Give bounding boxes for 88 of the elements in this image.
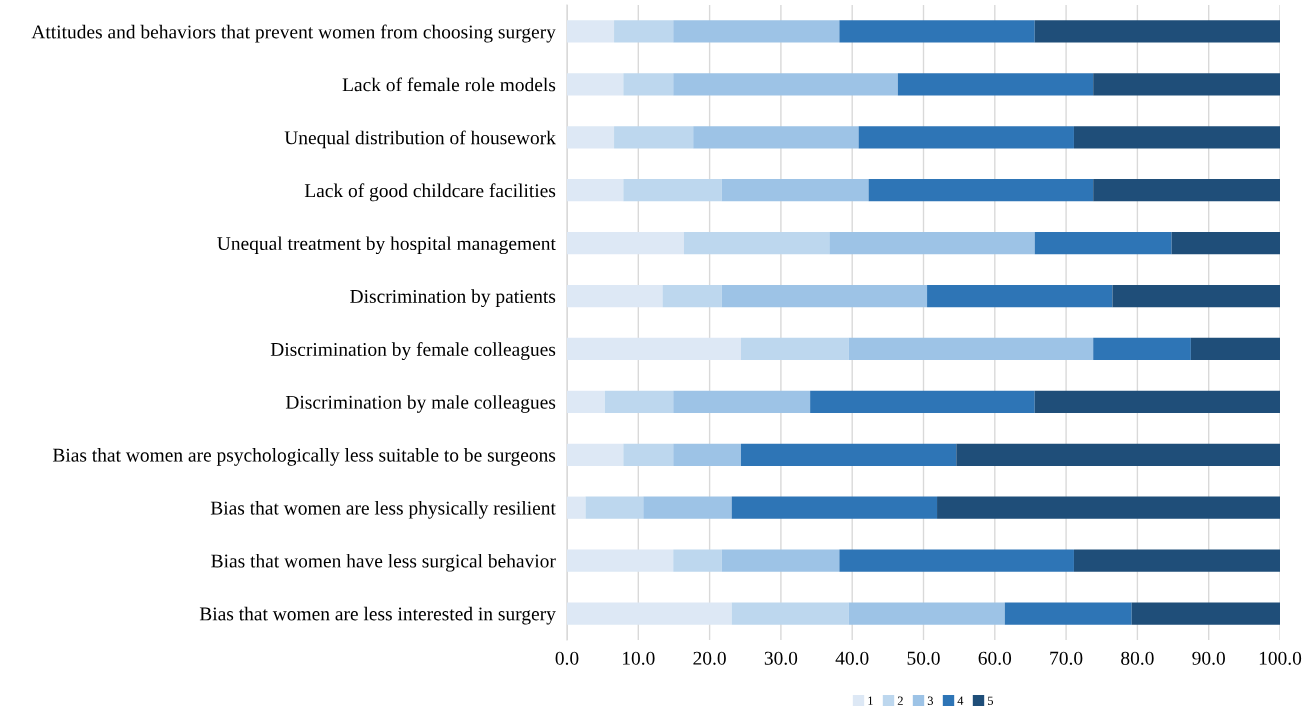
bar: [567, 126, 615, 149]
y-tick-label: Unequal treatment by hospital management: [217, 236, 556, 255]
bar: [567, 443, 624, 466]
bar: [567, 602, 732, 625]
bar: [567, 390, 605, 413]
bar: [567, 549, 674, 572]
legend-label: 1: [868, 696, 873, 705]
bar: [1034, 232, 1172, 255]
bar: [829, 232, 1035, 255]
y-tick-label: Unequal distribution of housework: [284, 130, 556, 149]
x-tick-label: 70.0: [1050, 651, 1083, 665]
bar: [1093, 73, 1280, 96]
bar: [567, 232, 684, 255]
bar: [721, 549, 840, 572]
bar: [927, 284, 1113, 308]
legend-label: 3: [927, 696, 934, 705]
legend-label: 5: [987, 696, 994, 705]
bar: [937, 496, 1280, 519]
bar: [839, 549, 1074, 572]
bar: [731, 602, 849, 625]
x-tick-label: 100.0: [1259, 651, 1302, 665]
x-tick-label: 90.0: [1192, 651, 1225, 665]
bar: [721, 284, 928, 308]
bar: [643, 496, 732, 519]
bar: [567, 337, 741, 361]
bar: [683, 232, 830, 255]
bar: [740, 443, 957, 466]
bar: [810, 390, 1035, 413]
bar: [623, 73, 674, 96]
y-tick-label: Attitudes and behaviors that prevent women from choosing surgery: [31, 24, 556, 43]
bar: [848, 337, 1094, 361]
y-tick-label: Bias that women are less physically resilient: [210, 500, 556, 519]
y-tick-label: Bias that women have less surgical behavior: [211, 553, 556, 572]
bar: [567, 73, 624, 96]
bar: [673, 73, 898, 96]
bar: [662, 284, 722, 308]
y-tick-label: Discrimination by female colleagues: [270, 342, 556, 360]
y-tick-label: Lack of good childcare facilities: [304, 183, 556, 202]
bar: [1171, 232, 1280, 255]
y-tick-label: Bias that women are less interested in surgery: [199, 606, 556, 625]
bar: [1073, 126, 1280, 149]
x-tick-label: 20.0: [693, 651, 726, 665]
x-tick-label: 50.0: [907, 651, 940, 665]
bar: [673, 390, 811, 413]
bar: [673, 549, 722, 572]
bar: [567, 20, 615, 43]
legend-label: 4: [957, 696, 964, 705]
bar: [868, 179, 1094, 202]
bar: [731, 496, 938, 519]
bar: [897, 73, 1094, 96]
bar: [673, 443, 741, 466]
bar: [623, 179, 722, 202]
bar: [693, 126, 859, 149]
x-tick-label: 0.0: [555, 651, 579, 665]
legend-label: 2: [897, 696, 903, 705]
bar: [567, 179, 624, 202]
y-tick-label: Bias that women are psychologically less suitable to be surgeons: [52, 448, 556, 466]
bar: [1073, 549, 1280, 572]
bar: [614, 20, 674, 43]
bar: [1131, 602, 1280, 625]
bar: [673, 20, 840, 43]
x-tick-label: 80.0: [1121, 651, 1154, 665]
bar: [1093, 337, 1191, 361]
bar: [848, 602, 1005, 625]
bar: [1112, 284, 1280, 308]
bar: [956, 443, 1280, 466]
x-tick-label: 10.0: [623, 651, 655, 665]
bar: [1034, 20, 1280, 43]
bar: [614, 126, 694, 149]
y-tick-label: Discrimination by patients: [350, 289, 556, 307]
bar: [567, 284, 663, 308]
bar: [623, 443, 674, 466]
bar: [858, 126, 1074, 149]
bar: [585, 496, 644, 519]
x-tick-label: 60.0: [978, 651, 1012, 665]
bar: [1093, 179, 1280, 202]
bar: [567, 496, 586, 519]
bar: [839, 20, 1035, 43]
bar: [604, 390, 674, 413]
bar: [1004, 602, 1132, 625]
bar: [721, 179, 869, 202]
bar: [1190, 337, 1280, 361]
y-tick-label: Lack of female role models: [342, 77, 556, 92]
bar: [1034, 390, 1280, 413]
x-tick-label: 30.0: [764, 651, 798, 665]
x-tick-label: 40.0: [835, 651, 869, 665]
y-tick-label: Discrimination by male colleagues: [285, 395, 556, 413]
bar: [740, 337, 849, 361]
